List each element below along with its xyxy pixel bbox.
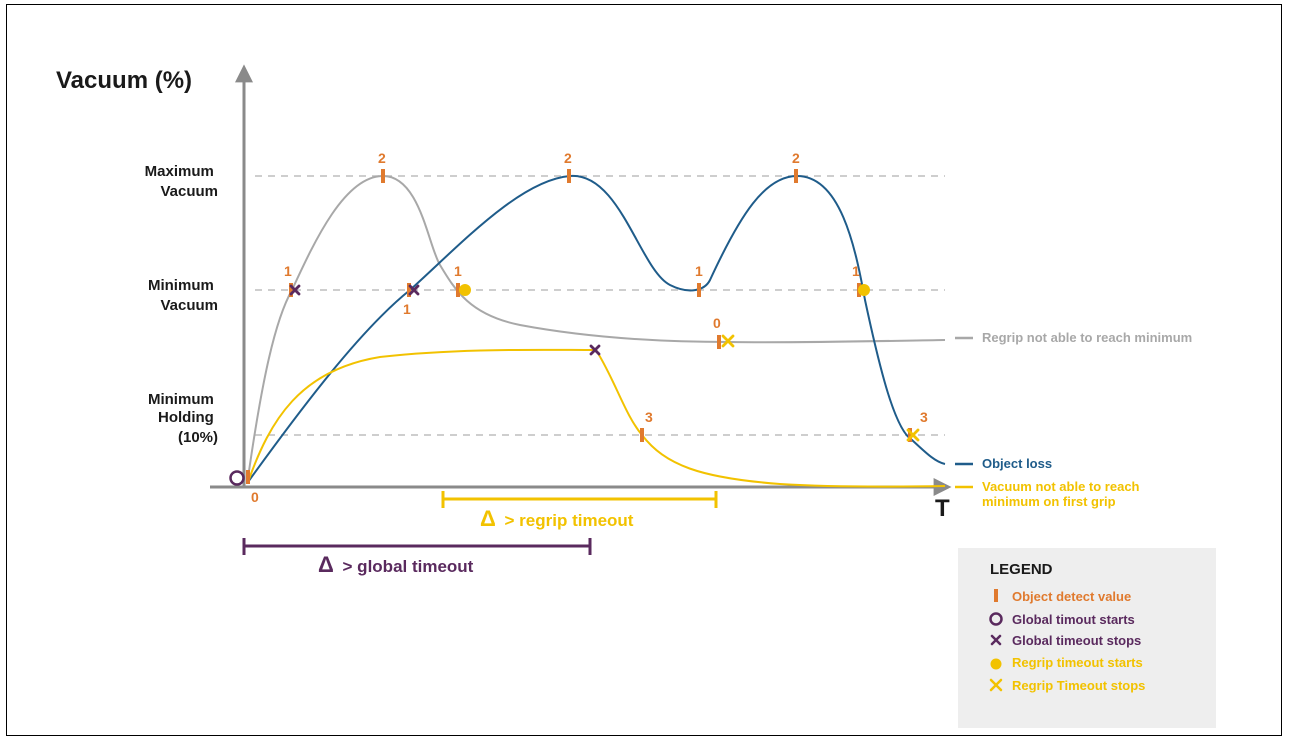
yellow-curve-label-line2: minimum on first grip <box>982 494 1116 509</box>
legend-box <box>958 548 1216 728</box>
maximum-level-line1: Maximum <box>145 163 214 180</box>
regrip-timeout-span <box>441 491 718 508</box>
regrip-timeout-start-icon <box>459 284 471 296</box>
yellow-curve <box>247 348 946 488</box>
legend-item-label: Object detect value <box>1012 589 1131 604</box>
global-delta-symbol: Δ <box>318 552 334 577</box>
detect-tick-gray-peak <box>381 169 385 183</box>
global-timeout-start-icon <box>229 470 245 486</box>
detect-label-blue-peak2: 2 <box>792 150 800 166</box>
gray-curve <box>247 174 946 479</box>
detect-label-blue-min-rise: 1 <box>403 301 411 317</box>
legend-item-label: Global timout starts <box>1012 612 1135 627</box>
legend-item-label: Regrip timeout starts <box>1012 655 1143 670</box>
orange-tick-icon <box>994 589 998 602</box>
holding-level-line3: (10%) <box>178 429 218 446</box>
purple-circle-icon <box>989 612 1003 626</box>
global-timeout-stop-icon <box>589 344 601 356</box>
purple-x-icon <box>990 634 1002 646</box>
minimum-level-line1: Minimum <box>148 277 214 294</box>
blue-curve-label: Object loss <box>982 456 1052 471</box>
detect-label-blue-min-fall: 1 <box>852 263 860 279</box>
detect-label-gray-peak: 2 <box>378 150 386 166</box>
detect-label-gray-min-rise: 1 <box>284 263 292 279</box>
detect-tick-blue-peak2 <box>794 169 798 183</box>
regrip-delta-symbol: Δ <box>480 506 496 531</box>
detect-tick-gray-min-rise <box>289 283 293 297</box>
detect-label-origin: 0 <box>251 489 259 505</box>
regrip-timeout-label: Δ > regrip timeout <box>480 506 634 531</box>
regrip-timeout-text: > regrip timeout <box>500 511 634 530</box>
legend-item-label: Regrip Timeout stops <box>1012 678 1145 693</box>
detect-label-blue-holding: 3 <box>920 409 928 425</box>
detect-tick-blue-holding <box>908 428 912 442</box>
regrip-timeout-start-icon <box>858 284 870 296</box>
legend-item-label: Global timeout stops <box>1012 633 1141 648</box>
detect-tick-blue-min-rise <box>407 283 411 297</box>
detect-tick-gray-min-fall <box>456 283 460 297</box>
global-timeout-stop-icon <box>289 284 301 296</box>
minimum-level-line2: Vacuum <box>160 297 218 314</box>
detect-tick-origin <box>246 470 250 484</box>
maximum-level-label: Maximum Vacuum <box>145 163 218 200</box>
holding-level-line1: Minimum <box>148 391 214 408</box>
detect-label-gray-end: 0 <box>713 315 721 331</box>
detect-tick-yellow-holding <box>640 428 644 442</box>
maximum-level-line2: Vacuum <box>160 183 218 200</box>
global-timeout-text: > global timeout <box>338 557 474 576</box>
yellow-dot-icon <box>990 658 1002 670</box>
minimum-level-label: Minimum Vacuum <box>148 277 218 314</box>
holding-level-line2: Holding <box>158 409 214 426</box>
detect-tick-blue-valley <box>697 283 701 297</box>
legend-title: LEGEND <box>990 561 1053 578</box>
yellow-curve-label-line1: Vacuum not able to reach <box>982 479 1140 494</box>
global-timeout-label: Δ > global timeout <box>318 552 474 577</box>
detect-label-gray-min-fall: 1 <box>454 263 462 279</box>
detect-tick-blue-peak1 <box>567 169 571 183</box>
x-axis-title: T <box>935 495 950 522</box>
yellow-x-icon <box>989 678 1003 692</box>
y-axis-title: Vacuum (%) <box>56 67 192 94</box>
detect-label-yellow-holding: 3 <box>645 409 653 425</box>
blue-curve <box>247 174 946 483</box>
yellow-curve-label: Vacuum not able to reach minimum on firs… <box>982 479 1143 509</box>
regrip-timeout-stop-icon <box>906 428 920 442</box>
regrip-timeout-stop-icon <box>721 334 735 348</box>
global-timeout-stop-icon <box>408 284 420 296</box>
detect-label-blue-peak1: 2 <box>564 150 572 166</box>
holding-level-label: Minimum Holding (10%) <box>148 391 218 446</box>
global-timeout-span <box>242 538 592 555</box>
gray-curve-label: Regrip not able to reach minimum <box>982 330 1192 345</box>
detect-tick-gray-end <box>717 335 721 349</box>
detect-label-blue-valley: 1 <box>695 263 703 279</box>
